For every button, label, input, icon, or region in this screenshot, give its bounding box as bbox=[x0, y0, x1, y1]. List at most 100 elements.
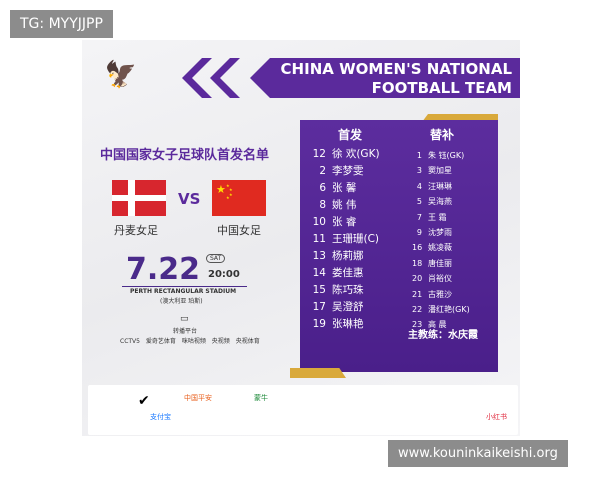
player-number: 18 bbox=[412, 258, 423, 268]
broadcaster: 爱奇艺体育 bbox=[145, 338, 176, 345]
broadcast-label: 转播平台 bbox=[173, 328, 198, 335]
player-number: 7 bbox=[416, 212, 422, 222]
player-number: 16 bbox=[412, 243, 423, 253]
player-name: 徐 欢(GK) bbox=[332, 148, 380, 160]
player-name: 王珊珊(C) bbox=[332, 233, 380, 245]
player-number: 22 bbox=[412, 305, 423, 315]
player-number: 3 bbox=[416, 166, 422, 176]
venue-cn: (澳大利亚 珀斯) bbox=[160, 298, 203, 305]
player-number: 6 bbox=[319, 182, 326, 194]
player-name: 陈巧珠 bbox=[332, 284, 364, 296]
svg-text:★: ★ bbox=[226, 183, 230, 188]
player-name: 吴澄舒 bbox=[332, 301, 364, 313]
match-day: SAT bbox=[206, 254, 226, 263]
player-name: 高 晨 bbox=[428, 320, 447, 330]
player-row: 12 徐 欢(GK) bbox=[312, 146, 380, 163]
broadcasters: CCTV5 爱奇艺体育 咪咕视频 央视频 央视体育 bbox=[120, 336, 260, 345]
player-name: 唐佳丽 bbox=[428, 258, 452, 268]
player-name: 朱 钰(GK) bbox=[428, 151, 465, 160]
player-name: 汪琳琳 bbox=[428, 181, 452, 191]
player-name: 姚 伟 bbox=[332, 199, 357, 211]
sponsor-logo: 支付宝 bbox=[150, 413, 171, 421]
player-number: 1 bbox=[416, 151, 422, 160]
sponsor-logo: 中国平安 bbox=[184, 394, 212, 402]
player-row: 8 姚 伟 bbox=[312, 197, 380, 214]
player-number: 11 bbox=[312, 233, 326, 245]
subs-title: 替补 bbox=[430, 128, 455, 142]
team-crest-logo: 🦅 bbox=[104, 60, 138, 90]
watermark-bottom: www.kouninkaikeishi.org bbox=[388, 440, 568, 467]
player-number: 17 bbox=[312, 301, 326, 313]
player-row: 17 吴澄舒 bbox=[312, 299, 380, 316]
divider bbox=[122, 286, 247, 287]
player-number: 23 bbox=[412, 320, 423, 330]
broadcaster: 央视体育 bbox=[235, 338, 260, 345]
player-number: 12 bbox=[312, 148, 326, 160]
player-name: 姚凌薇 bbox=[428, 243, 452, 253]
sponsor-logo: 蒙牛 bbox=[254, 394, 268, 402]
player-row: 16 姚凌薇 bbox=[412, 240, 470, 255]
player-row: 23 高 晨 bbox=[412, 317, 470, 332]
player-name: 窦加星 bbox=[428, 166, 452, 176]
player-row: 11 王珊珊(C) bbox=[312, 231, 380, 248]
player-name: 张琳艳 bbox=[332, 318, 364, 330]
player-name: 古雅沙 bbox=[428, 289, 452, 299]
player-number: 2 bbox=[319, 165, 326, 177]
player-row: 20 肖裕仪 bbox=[412, 271, 470, 286]
chevron-icon bbox=[210, 58, 240, 98]
player-number: 14 bbox=[312, 267, 326, 279]
svg-text:★: ★ bbox=[226, 195, 230, 200]
sponsor-strip: ✔ 中国平安 蒙牛 支付宝 小红书 bbox=[88, 385, 518, 435]
page-title: 中国国家女子足球队首发名单 bbox=[100, 148, 270, 163]
player-number: 5 bbox=[416, 197, 422, 207]
player-number: 9 bbox=[416, 228, 422, 238]
nike-logo: ✔ bbox=[138, 393, 150, 409]
player-number: 20 bbox=[412, 274, 423, 284]
starters-title: 首发 bbox=[338, 128, 363, 142]
match-date: 7.22 bbox=[126, 252, 201, 287]
player-name: 潘红艳(GK) bbox=[428, 305, 470, 315]
home-team: 丹麦女足 bbox=[114, 224, 158, 237]
player-number: 8 bbox=[319, 199, 326, 211]
svg-text:★: ★ bbox=[229, 192, 233, 197]
player-number: 19 bbox=[312, 318, 326, 330]
denmark-flag-icon bbox=[112, 180, 166, 216]
player-name: 李梦雯 bbox=[332, 165, 364, 177]
svg-text:★: ★ bbox=[229, 187, 233, 192]
player-number: 13 bbox=[312, 250, 326, 262]
player-number: 4 bbox=[416, 181, 422, 191]
player-number: 21 bbox=[412, 289, 423, 299]
player-row: 4 汪琳琳 bbox=[412, 179, 470, 194]
player-row: 7 王 霜 bbox=[412, 210, 470, 225]
player-row: 9 沈梦雨 bbox=[412, 225, 470, 240]
player-row: 18 唐佳丽 bbox=[412, 256, 470, 271]
away-team: 中国女足 bbox=[217, 224, 261, 237]
player-name: 王 霜 bbox=[428, 212, 447, 222]
header-line1: CHINA WOMEN'S NATIONAL bbox=[280, 60, 512, 78]
sponsor-logo: 小红书 bbox=[486, 413, 507, 421]
svg-text:★: ★ bbox=[216, 183, 226, 196]
player-row: 15 陈巧珠 bbox=[312, 282, 380, 299]
player-name: 肖裕仪 bbox=[428, 274, 452, 284]
player-name: 吴海燕 bbox=[428, 197, 452, 207]
player-row: 22 潘红艳(GK) bbox=[412, 302, 470, 317]
subs-list: 1 朱 钰(GK) 3 窦加星 4 汪琳琳 5 吴海燕 7 王 霜 9 沈梦雨 16 姚凌薇 18 唐佳丽 20… bbox=[412, 148, 470, 333]
vs-label: VS bbox=[178, 190, 201, 208]
china-flag-icon: ★ ★★★★ bbox=[212, 180, 266, 216]
player-number: 10 bbox=[312, 216, 326, 228]
player-name: 张 睿 bbox=[332, 216, 357, 228]
player-row: 21 古雅沙 bbox=[412, 287, 470, 302]
player-row: 3 窦加星 bbox=[412, 163, 470, 178]
chevron-icon bbox=[182, 58, 212, 98]
broadcaster: 咪咕视频 bbox=[181, 338, 206, 345]
player-row: 2 李梦雯 bbox=[312, 163, 380, 180]
player-name: 张 馨 bbox=[332, 182, 357, 194]
broadcaster: 央视频 bbox=[211, 338, 230, 345]
venue: PERTH RECTANGULAR STADIUM bbox=[130, 288, 237, 295]
header-banner: CHINA WOMEN'S NATIONAL FOOTBALL TEAM bbox=[250, 58, 520, 98]
header-line2: FOOTBALL TEAM bbox=[371, 79, 512, 97]
head-coach: 主教练：水庆霞 bbox=[408, 330, 478, 341]
gold-accent bbox=[290, 368, 346, 378]
player-row: 19 张琳艳 bbox=[312, 316, 380, 333]
